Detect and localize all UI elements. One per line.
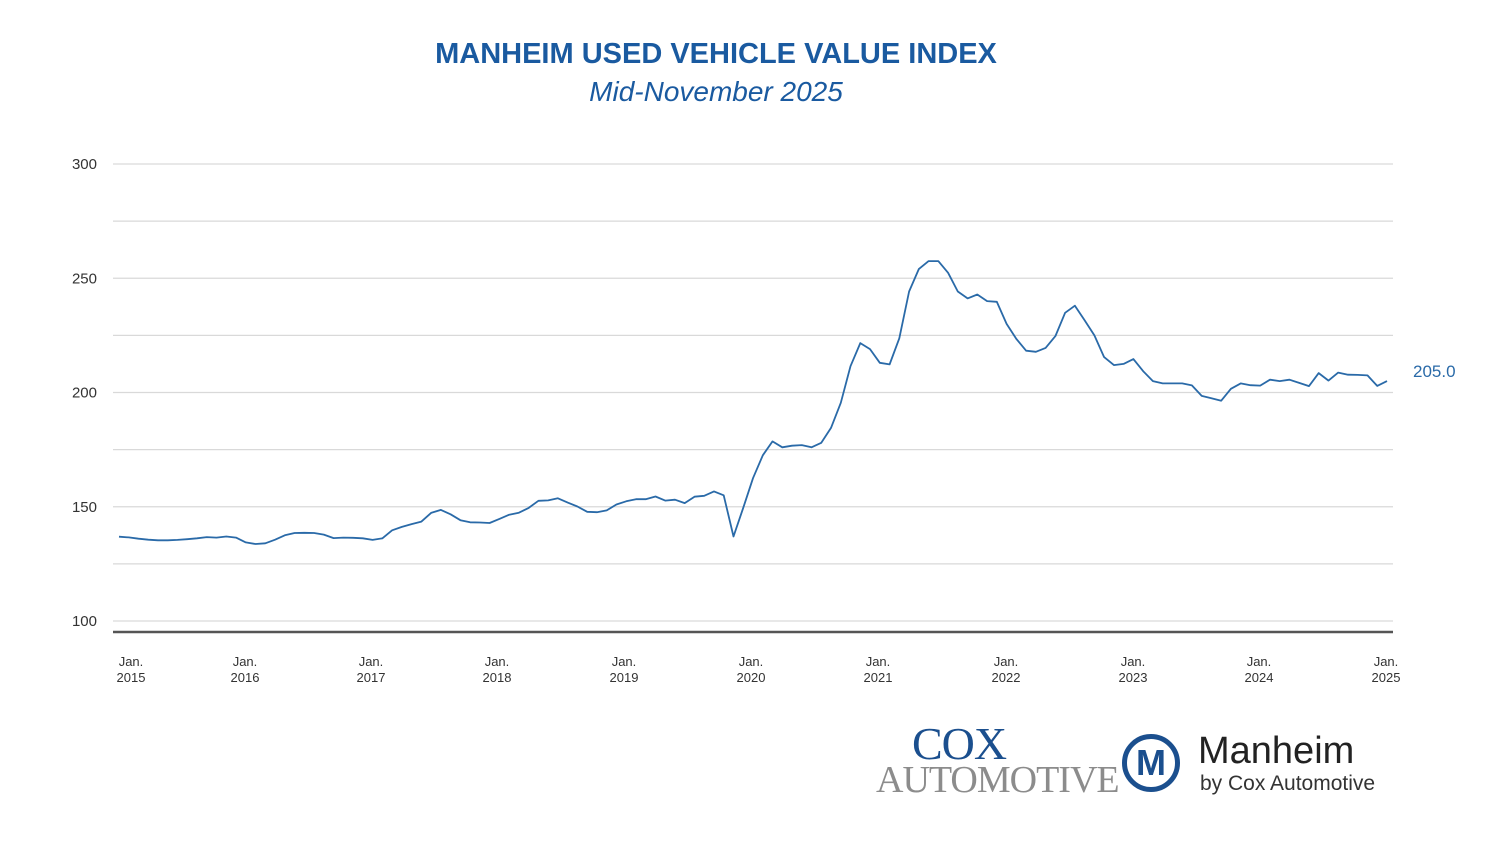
cox-automotive-logo: COX AUTOMOTIVE (876, 718, 1120, 802)
gridlines (113, 163, 1393, 622)
chart-title: MANHEIM USED VEHICLE VALUE INDEX (435, 38, 997, 70)
manheim-tagline: by Cox Automotive (1200, 772, 1376, 795)
x-tick-year: 2024 (1245, 670, 1274, 685)
x-tick-month: Jan. (1374, 654, 1399, 669)
x-tick-month: Jan. (119, 654, 144, 669)
x-tick-year: 2019 (610, 670, 639, 685)
x-tick-year: 2016 (231, 670, 260, 685)
manheim-logo: M Manheim by Cox Automotive (1120, 730, 1410, 802)
x-tick-year: 2022 (992, 670, 1021, 685)
y-tick-label: 300 (72, 156, 97, 173)
x-tick-month: Jan. (739, 654, 764, 669)
x-tick-year: 2023 (1119, 670, 1148, 685)
x-tick-month: Jan. (485, 654, 510, 669)
chart-subtitle: Mid-November 2025 (589, 76, 843, 107)
x-tick-year: 2025 (1372, 670, 1401, 685)
x-tick-year: 2021 (864, 670, 893, 685)
manheim-m-glyph: M (1136, 742, 1166, 783)
x-tick-year: 2015 (117, 670, 146, 685)
cox-logo-bottom-text: AUTOMOTIVE (876, 759, 1120, 801)
x-tick-month: Jan. (612, 654, 637, 669)
x-tick-year: 2017 (357, 670, 386, 685)
y-tick-label: 250 (72, 270, 97, 287)
y-tick-label: 100 (72, 613, 97, 630)
x-tick-month: Jan. (1247, 654, 1272, 669)
x-tick-month: Jan. (1121, 654, 1146, 669)
x-tick-year: 2018 (483, 670, 512, 685)
x-tick-year: 2020 (737, 670, 766, 685)
x-axis-ticks: Jan.2015Jan.2016Jan.2017Jan.2018Jan.2019… (117, 654, 1401, 685)
y-tick-label: 150 (72, 499, 97, 516)
y-axis-ticks: 100 150 200 250 300 (72, 156, 97, 630)
manheim-circle-icon: M (1122, 734, 1180, 792)
x-tick-month: Jan. (994, 654, 1019, 669)
x-tick-month: Jan. (359, 654, 384, 669)
x-tick-month: Jan. (866, 654, 891, 669)
manheim-name: Manheim (1198, 730, 1355, 772)
y-tick-label: 200 (72, 385, 97, 402)
end-value-label: 205.0 (1413, 362, 1456, 381)
series-line (118, 260, 1388, 545)
x-tick-month: Jan. (233, 654, 258, 669)
cox-logo-top-text: COX (912, 718, 1007, 769)
